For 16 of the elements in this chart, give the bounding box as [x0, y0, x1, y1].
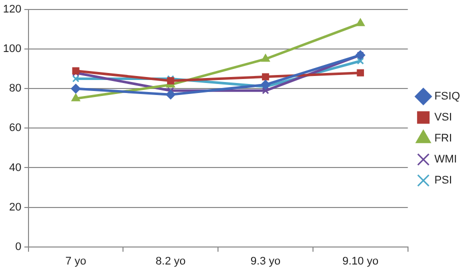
legend-label: WMI [434, 154, 457, 166]
y-tick-label: 120 [2, 4, 22, 16]
x-tick-label: 8.2 yo [156, 255, 186, 268]
legend-label: PSI [434, 174, 452, 187]
y-tick-label: 40 [9, 162, 22, 174]
x-tick-label: 7 yo [65, 255, 86, 268]
legend-label: FRI [434, 132, 452, 145]
y-tick-label: 80 [9, 82, 22, 95]
x-tick-label: 9.10 yo [342, 255, 378, 268]
y-tick-label: 20 [9, 201, 22, 214]
y-tick-label: 60 [9, 122, 22, 134]
y-tick-label: 100 [2, 43, 22, 56]
legend-label: VSI [434, 112, 452, 124]
legend-label: FSIQ [434, 90, 460, 103]
y-tick-label: 0 [15, 240, 22, 253]
x-tick-label: 9.3 yo [250, 255, 281, 268]
